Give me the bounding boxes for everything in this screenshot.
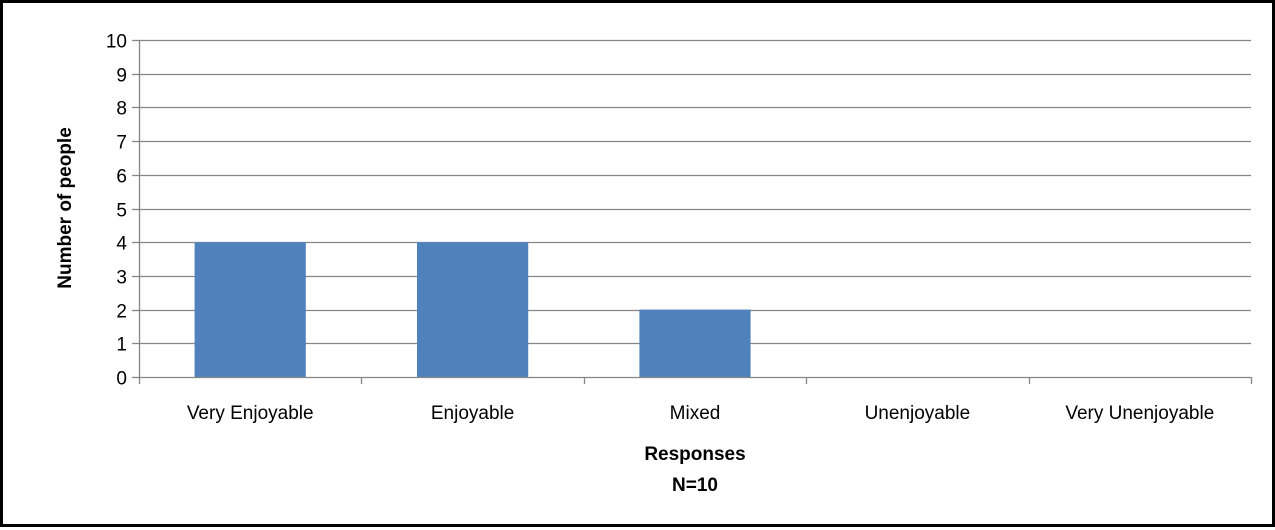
- bar-chart: 0 1 2 3 4 5 6 7 8 9 10 Very Enjoyable Enjoyable Mixe…: [3, 3, 1275, 530]
- y-tick-label: 3: [116, 268, 127, 289]
- y-tick-label: 9: [116, 66, 127, 87]
- bars: [195, 242, 751, 377]
- x-tick-label: Unenjoyable: [865, 403, 971, 424]
- x-tick-label: Very Enjoyable: [187, 403, 314, 424]
- y-axis-title: Number of people: [55, 127, 76, 289]
- bar: [639, 310, 750, 377]
- y-tick-label: 4: [116, 234, 127, 255]
- y-tick-label: 8: [116, 99, 127, 120]
- x-tick-label: Mixed: [670, 403, 721, 424]
- x-tick-label: Very Unenjoyable: [1065, 403, 1214, 424]
- bar: [417, 242, 528, 377]
- y-tick-label: 0: [116, 369, 127, 390]
- y-tick-labels: 0 1 2 3 4 5 6 7 8 9 10: [106, 32, 128, 390]
- x-axis-note: N=10: [672, 475, 718, 496]
- y-tick-label: 5: [116, 201, 127, 222]
- x-axis-title: Responses: [644, 444, 745, 465]
- y-tick-label: 1: [116, 335, 127, 356]
- x-tick-labels: Very Enjoyable Enjoyable Mixed Unenjoyable V…: [187, 403, 1214, 424]
- y-tick-label: 10: [106, 32, 127, 53]
- x-tick-label: Enjoyable: [431, 403, 514, 424]
- y-tick-label: 2: [116, 302, 127, 323]
- y-tick-label: 6: [116, 167, 127, 188]
- bar: [195, 242, 306, 377]
- y-tick-label: 7: [116, 133, 127, 154]
